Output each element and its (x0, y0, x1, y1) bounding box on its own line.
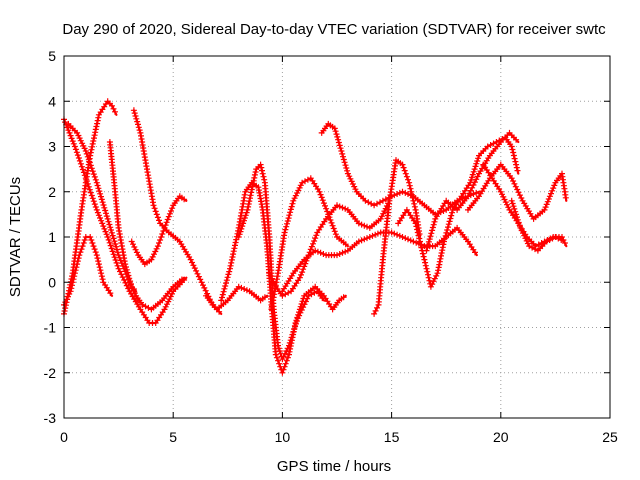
y-axis-label: SDTVAR / TECUs (7, 177, 24, 297)
data-series (61, 98, 569, 376)
series-markers (128, 193, 188, 268)
series-track-19 (465, 161, 569, 222)
y-tick-label: -2 (44, 365, 57, 381)
x-axis-label: GPS time / hours (277, 458, 391, 475)
x-tick-label: 20 (493, 429, 509, 445)
series-track-12 (268, 175, 349, 313)
series-track-17 (423, 129, 520, 254)
series-markers (61, 234, 114, 308)
x-tick-label: 0 (60, 429, 68, 445)
y-tick-label: 4 (48, 93, 56, 109)
x-tick-label: 25 (602, 429, 618, 445)
y-tick-label: 5 (48, 48, 56, 64)
y-tick-label: -1 (44, 320, 57, 336)
x-tick-label: 5 (169, 429, 177, 445)
chart-title: Day 290 of 2020, Sidereal Day-to-day VTE… (62, 21, 606, 38)
series-track-8 (203, 283, 269, 313)
y-tick-label: 1 (48, 229, 56, 245)
y-tick-label: 2 (48, 184, 56, 200)
series-track-7 (130, 107, 223, 315)
x-axis-ticks: 0 5 10 15 20 25 (60, 56, 618, 445)
series-markers (130, 107, 223, 315)
series-markers (508, 197, 565, 254)
series-markers (65, 120, 185, 313)
series-markers (395, 134, 521, 290)
series-markers (106, 139, 137, 292)
series-markers (203, 283, 268, 313)
x-tick-label: 10 (275, 429, 291, 445)
series-track-6 (128, 193, 188, 268)
y-tick-label: -3 (44, 410, 57, 426)
series-track-15 (371, 157, 423, 317)
series-markers (279, 224, 478, 295)
y-tick-label: 0 (48, 274, 56, 290)
series-track-2 (61, 234, 114, 308)
y-axis-ticks: -3 -2 -1 0 1 2 3 4 5 (44, 48, 610, 426)
series-track-14 (318, 120, 481, 218)
series-track-3 (61, 116, 188, 326)
x-tick-label: 15 (384, 429, 400, 445)
series-track-11 (266, 199, 392, 299)
series-track-20 (508, 197, 566, 254)
series-track-5 (65, 120, 186, 313)
series-line (62, 235, 114, 306)
series-line (130, 195, 188, 266)
series-markers (371, 157, 423, 317)
series-markers (268, 175, 349, 313)
series-markers (318, 120, 480, 218)
y-tick-label: 3 (48, 139, 56, 155)
series-track-16 (395, 134, 521, 290)
series-markers (423, 129, 520, 254)
series-markers (465, 161, 569, 222)
